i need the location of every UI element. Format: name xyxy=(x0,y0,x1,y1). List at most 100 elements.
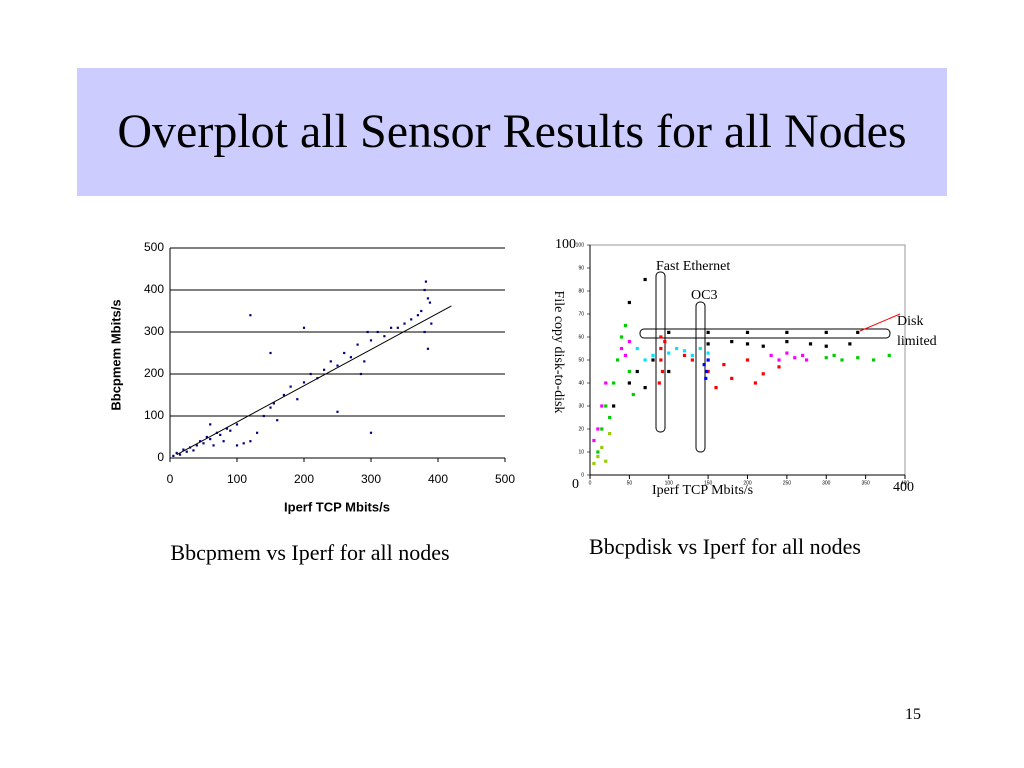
title-box: Overplot all Sensor Results for all Node… xyxy=(77,68,947,196)
scatter-point xyxy=(276,419,279,422)
scatter-point xyxy=(359,372,363,376)
caption: Bbcpmem vs Iperf for all nodes xyxy=(170,540,450,565)
scatter-point xyxy=(657,381,661,385)
scatter-point xyxy=(627,340,631,344)
scatter-point xyxy=(192,449,195,452)
scatter-point xyxy=(651,353,655,357)
x-tick-label: 300 xyxy=(361,472,381,486)
scatter-point xyxy=(424,280,428,283)
scatter-point xyxy=(777,365,781,369)
scatter-point xyxy=(682,349,687,353)
scatter-point xyxy=(643,358,647,362)
y-tick-label: 50 xyxy=(578,357,584,363)
scatter-point xyxy=(222,440,225,443)
scatter-point xyxy=(612,404,616,408)
scatter-point xyxy=(172,454,175,457)
y-tick-label: 300 xyxy=(144,324,164,338)
scatter-point xyxy=(309,372,312,376)
scatter-point xyxy=(745,358,750,362)
scatter-point xyxy=(667,369,671,374)
scatter-point xyxy=(349,356,352,359)
y-tick-label: 0 xyxy=(581,472,584,478)
scatter-point xyxy=(426,297,430,300)
scatter-point xyxy=(623,353,628,357)
scatter-point xyxy=(423,288,426,292)
y-tick-label: 100 xyxy=(576,242,585,248)
y-tick-label: 80 xyxy=(578,288,584,294)
x-tick-label: 0 xyxy=(589,480,592,486)
scatter-point xyxy=(229,429,232,432)
y-tick-label: 100 xyxy=(144,408,164,422)
scatter-point xyxy=(730,376,734,380)
y-axis-label: File copy disk-to-disk xyxy=(551,291,566,414)
y-tick-label: 40 xyxy=(578,380,584,386)
scatter-point xyxy=(596,427,600,431)
scatter-point xyxy=(793,356,797,360)
y-tick-label: 10 xyxy=(578,449,584,455)
scatter-point xyxy=(785,330,789,334)
scatter-point xyxy=(596,455,600,459)
scatter-point xyxy=(262,414,265,418)
scatter-point xyxy=(289,385,292,388)
scatter-point xyxy=(396,326,399,329)
annotation-arrow xyxy=(859,313,901,332)
scatter-point xyxy=(410,318,413,321)
y-tick-label: 60 xyxy=(578,334,584,340)
scatter-point xyxy=(185,450,188,453)
scatter-point xyxy=(761,344,765,348)
scatter-point xyxy=(376,330,379,334)
scatter-point xyxy=(690,358,694,362)
scatter-point xyxy=(235,423,239,426)
scatter-point xyxy=(403,322,406,325)
annotation: OC3 xyxy=(691,288,717,303)
scatter-point xyxy=(824,344,828,348)
y-limit-label: 100 xyxy=(555,237,576,252)
scatter-point xyxy=(369,431,373,434)
scatter-point xyxy=(428,301,432,304)
scatter-point xyxy=(635,369,639,374)
scatter-point xyxy=(225,427,229,430)
scatter-point xyxy=(282,393,285,397)
scatter-point xyxy=(592,438,596,443)
annotation: Disk limited xyxy=(897,314,937,349)
y-tick-label: 30 xyxy=(578,403,584,409)
x-tick-label: 400 xyxy=(428,472,448,486)
scatter-point xyxy=(887,353,891,357)
scatter-point xyxy=(205,435,208,439)
scatter-point xyxy=(777,358,781,362)
scatter-point xyxy=(608,415,612,420)
scatter-point xyxy=(706,330,710,334)
scatter-point xyxy=(623,323,628,328)
scatter-point xyxy=(256,431,259,434)
annotation: Fast Ethernet xyxy=(656,259,730,274)
scatter-point xyxy=(785,351,789,355)
scatter-point xyxy=(761,372,765,376)
y-tick-label: 200 xyxy=(144,366,164,380)
scatter-point xyxy=(704,369,709,374)
scatter-point xyxy=(212,444,215,447)
scatter-point xyxy=(249,440,252,443)
scatter-point xyxy=(363,360,366,363)
scatter-point xyxy=(604,459,608,463)
scatter-point xyxy=(643,277,647,282)
scatter-point xyxy=(600,427,604,431)
scatter-point xyxy=(698,346,702,351)
scatter-point xyxy=(702,363,706,367)
fast-ethernet-outline xyxy=(655,271,666,433)
scatter-point xyxy=(356,343,359,346)
scatter-point xyxy=(643,386,647,390)
scatter-point xyxy=(848,342,852,346)
slide-title: Overplot all Sensor Results for all Node… xyxy=(117,105,907,158)
scatter-point xyxy=(651,358,655,362)
scatter-point xyxy=(619,346,624,351)
scatter-point xyxy=(272,402,275,405)
scatter-point xyxy=(296,398,299,401)
x-tick-label: 0 xyxy=(167,472,174,486)
scatter-point xyxy=(329,360,332,363)
x-axis-label: Iperf TCP Mbits/s xyxy=(284,499,390,514)
scatter-point xyxy=(706,358,710,362)
scatter-point xyxy=(627,300,631,305)
page-number: 15 xyxy=(905,706,921,723)
scatter-point xyxy=(769,353,773,357)
